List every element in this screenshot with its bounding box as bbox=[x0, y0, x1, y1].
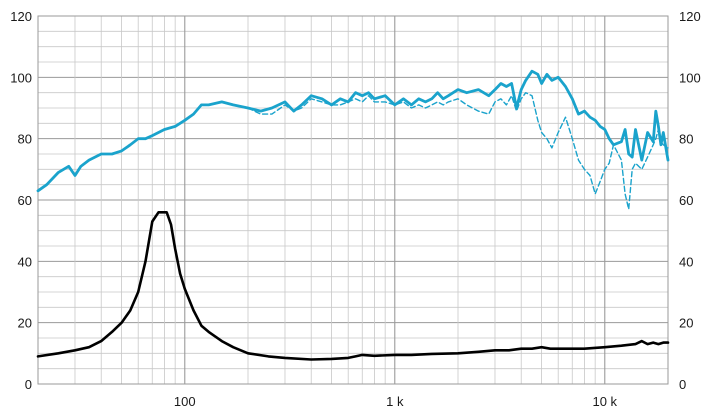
y-tick-label-right: 60 bbox=[679, 193, 693, 208]
x-tick-label: 100 bbox=[174, 394, 196, 409]
y-tick-label-left: 60 bbox=[18, 193, 32, 208]
plot-frame bbox=[37, 15, 669, 385]
x-tick-label: 1 k bbox=[386, 394, 404, 409]
y-tick-label-left: 20 bbox=[18, 316, 32, 331]
grid-lines bbox=[37, 15, 669, 385]
series-layer bbox=[36, 69, 670, 361]
y-tick-label-left: 100 bbox=[10, 70, 32, 85]
y-tick-label-right: 100 bbox=[679, 70, 701, 85]
y-tick-label-right: 80 bbox=[679, 132, 693, 147]
y-tick-label-left: 0 bbox=[25, 377, 32, 392]
y-tick-label-right: 0 bbox=[679, 377, 686, 392]
y-tick-label-right: 20 bbox=[679, 316, 693, 331]
series-line-1 bbox=[36, 69, 670, 193]
axis-tick-labels: 0 0 20 20 40 40 60 60 80 80 100 100 120 120 100 1 k 10 k bbox=[10, 9, 700, 409]
y-tick-label-right: 40 bbox=[679, 254, 693, 269]
y-tick-label-right: 120 bbox=[679, 9, 701, 24]
y-tick-label-left: 120 bbox=[10, 9, 32, 24]
x-tick-label: 10 k bbox=[592, 394, 617, 409]
y-tick-label-left: 80 bbox=[18, 132, 32, 147]
y-tick-label-left: 40 bbox=[18, 254, 32, 269]
series-line-3 bbox=[36, 211, 670, 361]
series-line-2-dashed bbox=[247, 92, 669, 210]
